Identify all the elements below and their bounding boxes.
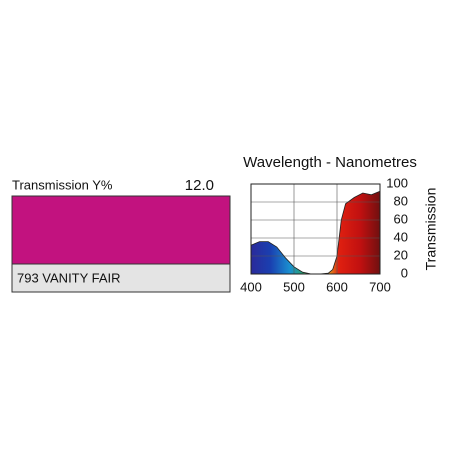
- y-tick-label: 100: [386, 175, 408, 190]
- y-tick-label: 60: [394, 211, 408, 226]
- swatch-name-box: [11, 263, 231, 293]
- plot: 0 20 40 60 80 100 400 500 600 700: [240, 175, 408, 294]
- x-tick-label: 400: [240, 279, 262, 294]
- y-tick-label: 40: [394, 229, 408, 244]
- plot-frame: [250, 183, 381, 275]
- x-tick-label: 700: [369, 279, 391, 294]
- y-tick-label: 80: [394, 193, 408, 208]
- swatch-transmission: 12.0: [185, 177, 214, 194]
- swatch-label: Transmission Y%: [12, 177, 113, 192]
- y-tick-label: 0: [401, 265, 408, 280]
- swatch-color: [11, 195, 231, 265]
- chart-title: Wavelength - Nanometres: [243, 154, 417, 171]
- y-axis-label: Transmission: [423, 188, 439, 271]
- x-tick-label: 500: [283, 279, 305, 294]
- transmission-area: [251, 191, 380, 274]
- y-tick-label: 20: [394, 247, 408, 262]
- x-tick-label: 600: [326, 279, 348, 294]
- swatch-name: 793 VANITY FAIR: [17, 270, 121, 285]
